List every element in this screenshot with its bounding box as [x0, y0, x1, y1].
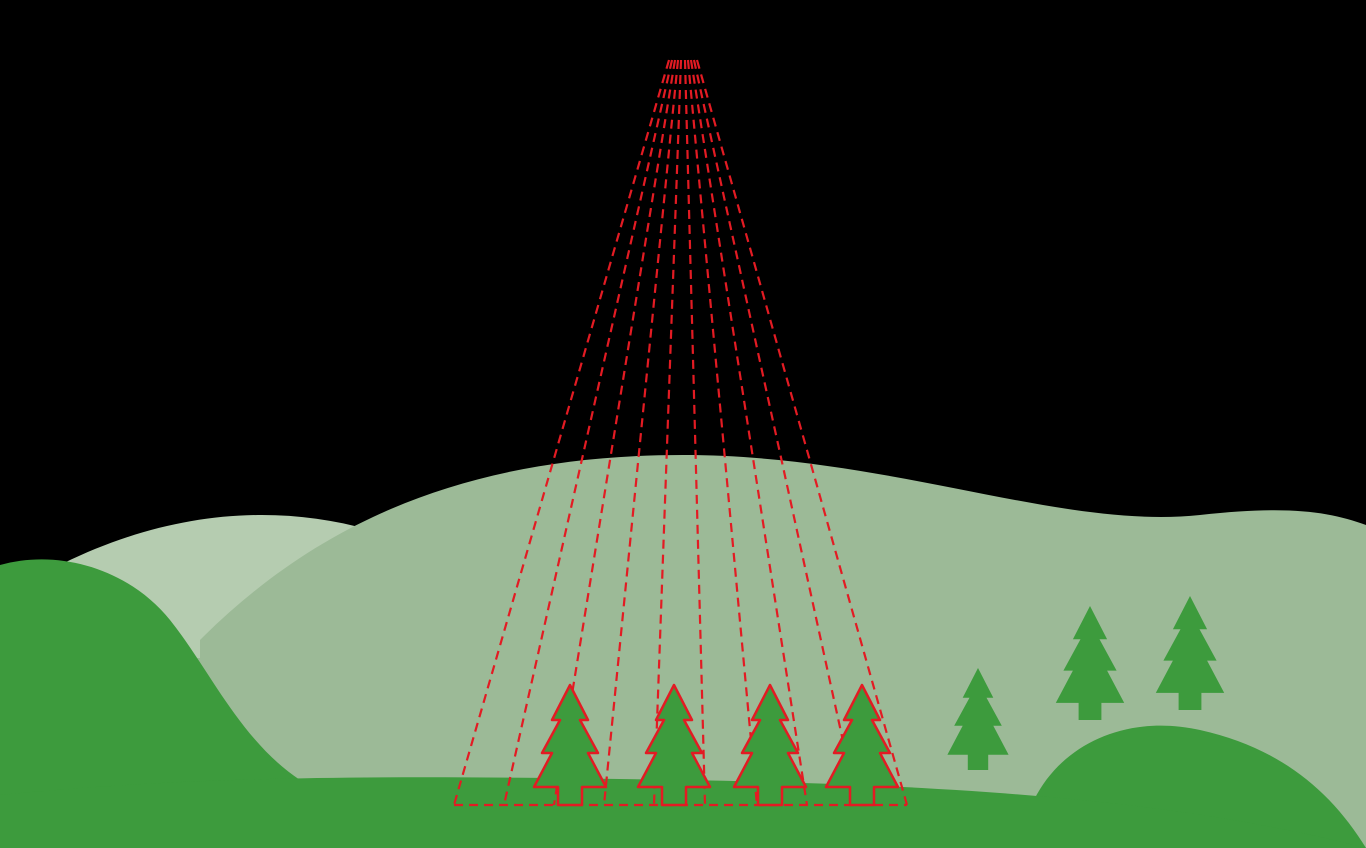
lidar-diagram — [0, 0, 1366, 848]
